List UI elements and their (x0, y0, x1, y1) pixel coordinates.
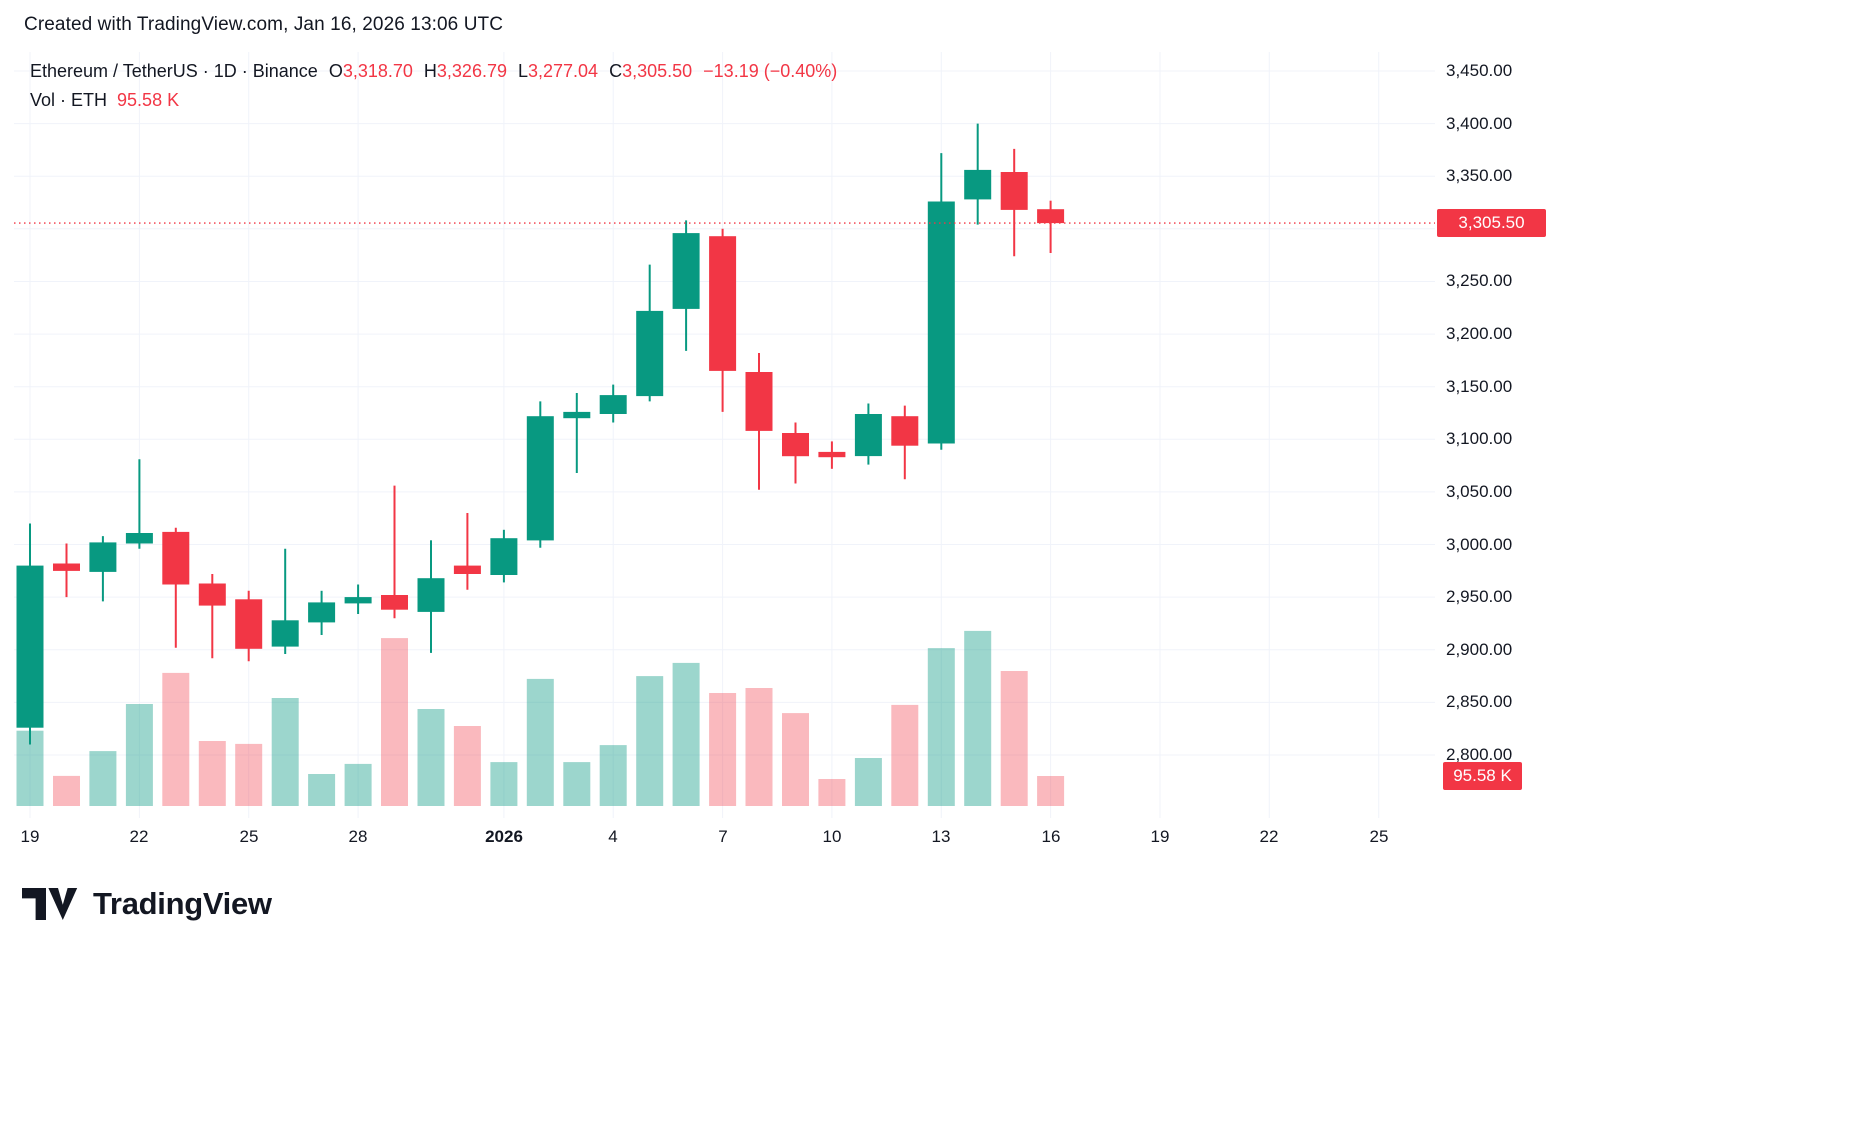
open-value: 3,318.70 (342, 61, 413, 81)
price-axis-label[interactable]: 3,250.00 (1446, 271, 1513, 290)
volume-value: 95.58 K (117, 90, 180, 110)
ohlc-high: H3,326.79 (424, 58, 507, 84)
time-axis-label[interactable]: 2026 (485, 827, 523, 846)
time-axis-label[interactable]: 25 (1369, 827, 1389, 846)
time-axis-label[interactable]: 7 (718, 827, 728, 846)
high-value: 3,326.79 (436, 61, 507, 81)
price-axis-label[interactable]: 2,950.00 (1446, 587, 1513, 606)
time-axis-label[interactable]: 19 (20, 827, 40, 846)
current-price-badge: 3,305.50 (1437, 209, 1546, 237)
time-axis-label[interactable]: 13 (931, 827, 951, 846)
price-axis-label[interactable]: 3,050.00 (1446, 482, 1513, 501)
footer-brand[interactable]: TradingView (22, 886, 272, 922)
current-volume-badge: 95.58 K (1443, 762, 1522, 790)
time-axis-label[interactable]: 28 (348, 827, 368, 846)
price-axis-label[interactable]: 3,150.00 (1446, 377, 1513, 396)
time-axis-label[interactable]: 10 (822, 827, 842, 846)
change-value: −13.19 (−0.40%) (703, 61, 838, 81)
close-value: 3,305.50 (622, 61, 693, 81)
time-axis-label[interactable]: 22 (129, 827, 149, 846)
time-axis-label[interactable]: 22 (1259, 827, 1279, 846)
low-label: L (517, 61, 528, 81)
price-axis-label[interactable]: 3,100.00 (1446, 429, 1513, 448)
price-axis-label[interactable]: 3,000.00 (1446, 535, 1513, 554)
price-axis-label[interactable]: 3,350.00 (1446, 166, 1513, 185)
open-label: O (328, 61, 343, 81)
ohlc-low: L3,277.04 (518, 58, 598, 84)
time-axis-label[interactable]: 19 (1150, 827, 1170, 846)
time-axis-label[interactable]: 25 (239, 827, 259, 846)
price-axis-label[interactable]: 3,400.00 (1446, 114, 1513, 133)
attribution-text: Created with TradingView.com, Jan 16, 20… (24, 14, 504, 35)
legend-symbol-row: Ethereum / TetherUS · 1D · Binance O3,31… (30, 58, 837, 84)
volume-label[interactable]: Vol · ETH (30, 90, 108, 110)
price-axis-label[interactable]: 3,200.00 (1446, 324, 1513, 343)
legend-volume-row: Vol · ETH 95.58 K (30, 87, 837, 113)
time-axis-label[interactable]: 16 (1041, 827, 1061, 846)
price-axis-label[interactable]: 2,800.00 (1446, 745, 1513, 764)
low-value: 3,277.04 (528, 61, 599, 81)
symbol-description[interactable]: Ethereum / TetherUS · 1D · Binance (30, 61, 318, 81)
tradingview-logo-icon (22, 888, 78, 920)
price-axis-label[interactable]: 3,450.00 (1446, 61, 1513, 80)
high-label: H (423, 61, 437, 81)
brand-name: TradingView (93, 886, 272, 921)
price-axis-label[interactable]: 2,900.00 (1446, 640, 1513, 659)
time-axis-label[interactable]: 4 (608, 827, 618, 846)
ohlc-close: C3,305.50 (609, 58, 692, 84)
price-axis-label[interactable]: 2,850.00 (1446, 692, 1513, 711)
close-label: C (609, 61, 623, 81)
ohlc-open: O3,318.70 (329, 58, 413, 84)
chart-legend: Ethereum / TetherUS · 1D · Binance O3,31… (30, 58, 837, 113)
